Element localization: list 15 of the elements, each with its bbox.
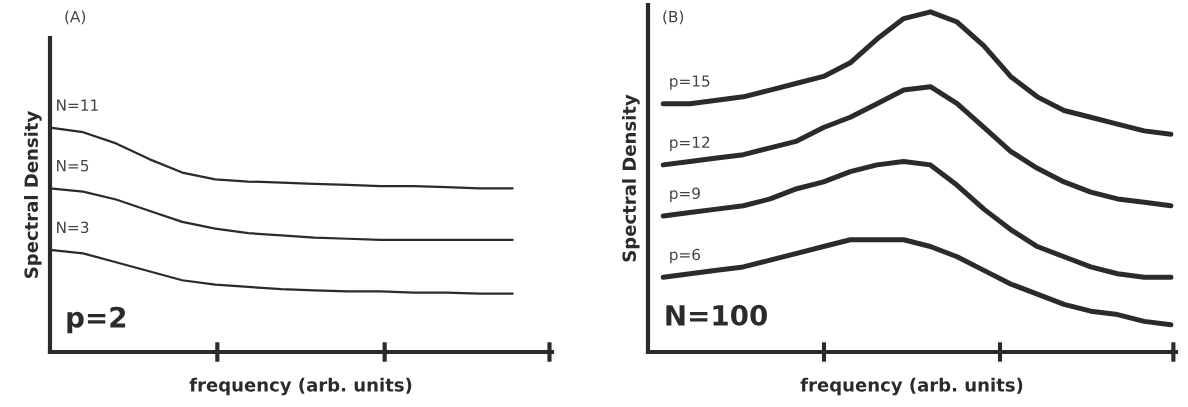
- series-label: N=5: [57, 160, 89, 172]
- y-axis-title: Spectral Density: [24, 111, 42, 278]
- text: (A): [65, 10, 86, 25]
- series-label: N=11: [57, 99, 98, 111]
- series-label: p=9: [670, 187, 700, 203]
- x-axis-title: frequency (arb. units): [800, 377, 1023, 396]
- x-axis-title: frequency (arb. units): [189, 377, 412, 396]
- series-label: p=12: [670, 136, 710, 151]
- annotation: (B): [663, 10, 684, 25]
- series-label: N=3: [57, 221, 89, 234]
- annotation: N=100: [666, 304, 768, 326]
- annotation: p=2: [67, 306, 126, 334]
- series-label: p=6: [670, 248, 701, 264]
- series-label: p=15: [670, 75, 710, 90]
- y-axis-title: Spectral Density: [622, 94, 640, 262]
